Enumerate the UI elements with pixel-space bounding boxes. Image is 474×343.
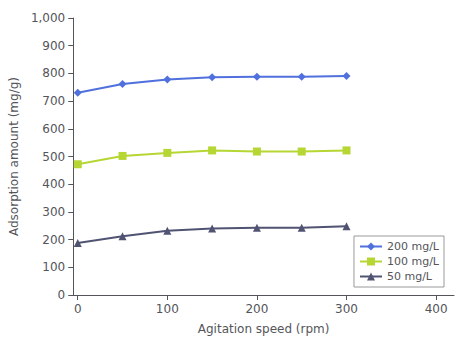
svg-text:700: 700 <box>42 94 65 108</box>
svg-text:100 mg/L: 100 mg/L <box>387 255 440 268</box>
svg-text:800: 800 <box>42 66 65 80</box>
svg-text:400: 400 <box>42 177 65 191</box>
svg-text:600: 600 <box>42 122 65 136</box>
svg-text:0: 0 <box>74 302 82 316</box>
svg-text:200: 200 <box>42 233 65 247</box>
svg-text:0: 0 <box>58 288 66 302</box>
svg-text:300: 300 <box>42 205 65 219</box>
svg-text:200 mg/L: 200 mg/L <box>387 240 440 253</box>
svg-text:Adsorption amount (mg/g): Adsorption amount (mg/g) <box>7 77 21 236</box>
svg-text:100: 100 <box>156 302 179 316</box>
svg-text:1,000: 1,000 <box>31 11 65 25</box>
svg-text:900: 900 <box>42 39 65 53</box>
svg-text:300: 300 <box>335 302 358 316</box>
svg-text:400: 400 <box>425 302 448 316</box>
svg-text:100: 100 <box>42 260 65 274</box>
svg-text:Agitation speed (rpm): Agitation speed (rpm) <box>198 322 330 336</box>
svg-text:200: 200 <box>245 302 268 316</box>
svg-text:500: 500 <box>42 150 65 164</box>
svg-text:50 mg/L: 50 mg/L <box>387 270 433 283</box>
